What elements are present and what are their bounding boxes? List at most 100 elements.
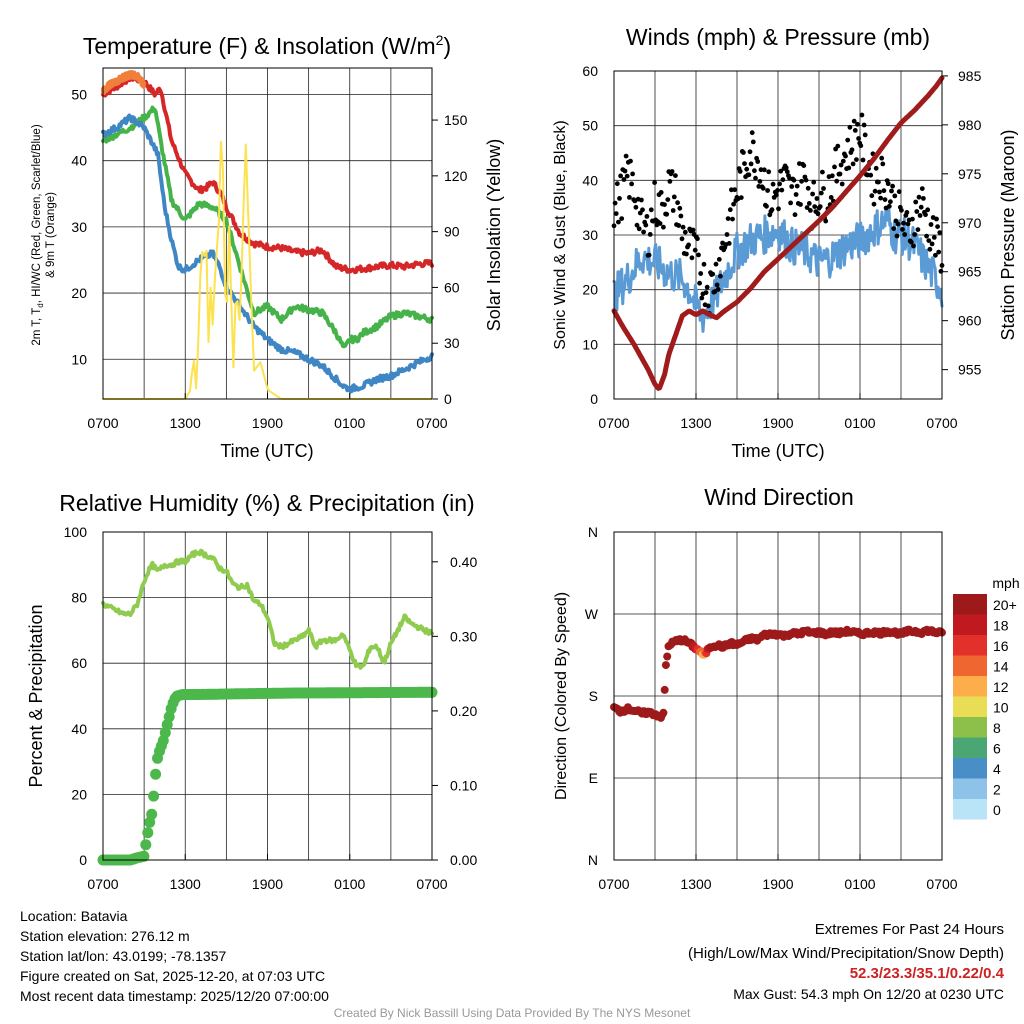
extremes-subtitle: (High/Low/Max Wind/Precipitation/Snow De… xyxy=(688,945,1004,962)
humidity-xtick-label: 1900 xyxy=(252,876,283,892)
winds-gust-point xyxy=(665,197,671,203)
direction-ytick-label: N xyxy=(588,524,598,540)
temp-series-wind-chill xyxy=(101,113,434,394)
winds-gust-point xyxy=(633,204,639,210)
winds-gust-point xyxy=(886,203,892,209)
winds-gust-point xyxy=(749,130,755,136)
humidity-xtick-label: 0700 xyxy=(416,876,447,892)
direction-point xyxy=(659,708,668,717)
winds-gust-point xyxy=(872,188,878,194)
humidity-plot: 0 20 40 60 80 100 0.00 0.10 0.20 0.30 0.40 0700 1300… xyxy=(64,524,478,892)
winds-gust-point xyxy=(788,200,793,206)
winds-gust-point xyxy=(783,165,789,171)
winds-xtick-label: 0700 xyxy=(926,415,957,431)
extremes-values: 52.3/23.3/35.1/0.22/0.4 xyxy=(849,965,1004,982)
winds-gust-point xyxy=(849,147,855,153)
temp-rtick-label: 120 xyxy=(444,168,468,184)
winds-gust-point xyxy=(936,249,942,255)
winds-gust-point xyxy=(877,189,882,195)
winds-gust-point xyxy=(623,153,629,159)
winds-gust-point xyxy=(806,201,812,206)
legend-label: 20+ xyxy=(993,597,1017,613)
humidity-ytick-label: 0 xyxy=(79,852,87,868)
winds-gust-point xyxy=(765,188,770,193)
winds-gust-point xyxy=(662,202,667,208)
direction-ytick-label: W xyxy=(585,606,599,622)
humidity-xtick-label: 0700 xyxy=(87,876,118,892)
winds-gust-point xyxy=(714,282,720,288)
winds-gust-point xyxy=(738,195,744,201)
winds-gust-point xyxy=(889,188,894,194)
winds-gust-point xyxy=(910,216,915,222)
winds-gust-point xyxy=(718,273,723,279)
winds-gust-point xyxy=(753,175,758,181)
direction-ytick-label: N xyxy=(588,852,598,868)
legend-label: 0 xyxy=(993,802,1001,818)
humidity-rtick-label: 0.40 xyxy=(450,554,477,570)
winds-gust-point xyxy=(617,196,622,201)
winds-gust-point xyxy=(613,211,619,217)
winds-gust-point xyxy=(871,201,877,207)
direction-ylabel-left: Direction (Colored By Speed) xyxy=(553,592,570,800)
winds-gust-point xyxy=(679,236,685,242)
winds-gust-point xyxy=(677,205,683,211)
created-text: Figure created on Sat, 2025-12-20, at 07… xyxy=(20,968,326,984)
winds-gust-point xyxy=(924,233,929,239)
temp-xtick-label: 1900 xyxy=(252,415,283,431)
winds-gust-point xyxy=(799,178,804,184)
winds-gust-point xyxy=(780,177,786,183)
humidity-precip-point xyxy=(148,790,160,802)
winds-gust-point xyxy=(876,179,881,185)
winds-gust-point xyxy=(803,177,809,183)
winds-xtick-label: 1300 xyxy=(680,415,711,431)
legend-swatch xyxy=(953,614,987,635)
humidity-rtick-label: 0.20 xyxy=(450,703,477,719)
humidity-xtick-label: 1300 xyxy=(170,876,201,892)
winds-gust-point xyxy=(764,203,769,209)
winds-gust-point xyxy=(776,206,781,212)
winds-gust-point xyxy=(919,186,925,192)
winds-rtick-label: 970 xyxy=(958,215,982,231)
legend-swatch xyxy=(953,717,987,738)
legend-swatch xyxy=(953,676,987,697)
extremes-title: Extremes For Past 24 Hours xyxy=(814,921,1004,938)
winds-ytick-label: 30 xyxy=(582,227,598,243)
winds-gust-point xyxy=(937,230,943,236)
humidity-ytick-label: 80 xyxy=(71,590,87,606)
winds-gust-point xyxy=(829,173,835,179)
temp-rtick-label: 60 xyxy=(444,279,460,295)
winds-gust-point xyxy=(894,233,900,239)
legend-swatch xyxy=(953,758,987,779)
winds-plot: 0 10 20 30 40 50 60 955 960 965 970 975 980 985 0700 13… xyxy=(582,63,981,431)
winds-gust-point xyxy=(868,172,874,178)
winds-gust-point xyxy=(935,224,940,230)
legend-swatch xyxy=(953,655,987,676)
winds-gust-point xyxy=(621,177,627,182)
winds-gust-point xyxy=(926,238,932,244)
winds-gust-point xyxy=(686,242,691,248)
winds-gust-point xyxy=(643,222,649,228)
speed-legend: mph 20+ 18 16 14 12 10 8 6 4 2 0 xyxy=(953,575,1020,820)
max-gust-text: Max Gust: 54.3 mph On 12/20 at 0230 UTC xyxy=(733,986,1004,1002)
winds-gust-point xyxy=(880,161,886,167)
winds-gust-point xyxy=(834,178,840,184)
winds-gust-point xyxy=(744,166,750,172)
winds-gust-point xyxy=(742,161,747,167)
temp-xtick-label: 0100 xyxy=(334,415,365,431)
winds-gust-point xyxy=(832,164,837,170)
winds-gust-point xyxy=(916,194,922,200)
legend-swatch xyxy=(953,799,987,820)
winds-gust-point xyxy=(811,179,817,185)
winds-gust-point xyxy=(901,220,906,226)
winds-gust-point xyxy=(646,252,652,258)
winds-gust-point xyxy=(858,143,864,149)
temp-series-2m-t xyxy=(101,72,434,275)
winds-gust-point xyxy=(818,190,824,196)
humidity-ytick-label: 100 xyxy=(64,524,88,540)
legend-swatch xyxy=(953,635,987,656)
winds-gust-point xyxy=(835,143,841,149)
direction-title: Wind Direction xyxy=(704,484,854,510)
humidity-ytick-label: 20 xyxy=(71,786,87,802)
